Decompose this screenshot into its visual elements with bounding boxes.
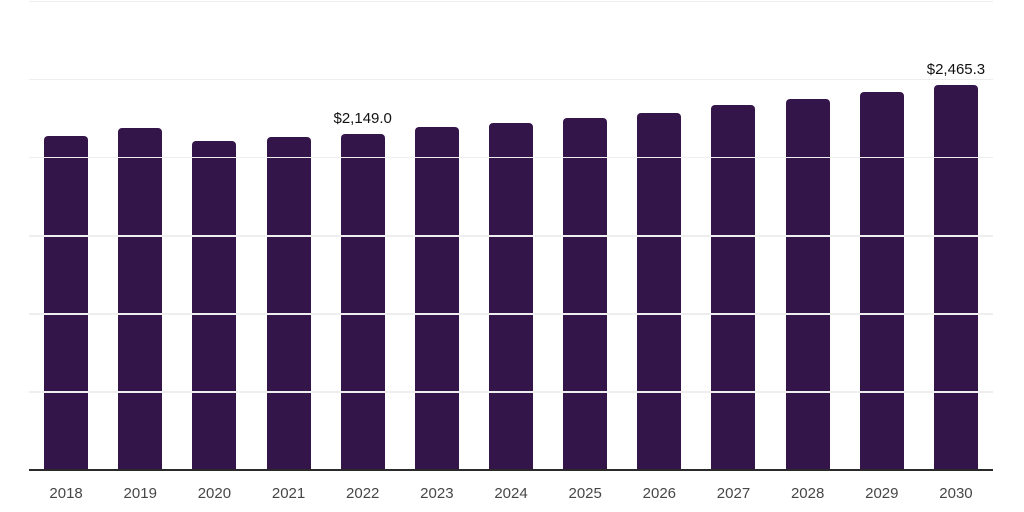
bar-2025 (563, 118, 608, 470)
value-label-2022: $2,149.0 (333, 110, 392, 128)
gridline-1000 (29, 313, 993, 315)
x-tick-2023: 2023 (420, 485, 454, 502)
x-tick-2029: 2029 (865, 485, 899, 502)
gridline-2500 (29, 78, 993, 81)
bar-slot-2023 (400, 1, 474, 470)
bar-slot-2026 (622, 1, 696, 470)
bar-slot-2022: $2,149.0 (326, 1, 400, 470)
x-tick-2022: 2022 (346, 485, 380, 502)
x-tick-2020: 2020 (197, 485, 232, 502)
plot-area: $2,149.0 $2,465.3 (29, 0, 993, 471)
bar-2028 (785, 99, 830, 470)
bar-slot-2025 (548, 1, 622, 470)
bar-slot-2030: $2,465.3 (919, 1, 993, 470)
bar-slot-2029 (845, 1, 919, 470)
value-label-2030: $2,465.3 (926, 60, 986, 78)
x-axis-line (29, 469, 993, 471)
bar-slot-2020 (177, 1, 251, 470)
x-tick-2019: 2019 (123, 485, 157, 502)
bar-2023 (414, 127, 459, 470)
gridline-1500 (29, 235, 993, 237)
gridline-3000 (29, 0, 993, 2)
bar-slot-2021 (251, 1, 325, 470)
bar-2027 (711, 105, 756, 470)
bar-2029 (859, 91, 904, 470)
bar-2019 (118, 127, 163, 470)
bar-2024 (489, 123, 534, 470)
bar-2022 (340, 134, 385, 470)
bar-2030 (933, 84, 978, 470)
x-tick-2028: 2028 (790, 485, 825, 502)
bar-2021 (266, 136, 311, 470)
x-tick-2025: 2025 (568, 485, 602, 502)
x-tick-2027: 2027 (716, 485, 751, 502)
x-tick-2030: 2030 (939, 485, 973, 502)
bar-2018 (44, 136, 89, 470)
bar-slot-2018 (29, 1, 103, 470)
x-axis-tick-labels: 2018 2019 2020 2021 2022 2023 2024 2025 2026 2027… (29, 471, 993, 502)
gridline-500 (29, 391, 993, 393)
bar-series: $2,149.0 $2,465.3 (29, 1, 993, 470)
bar-slot-2019 (103, 1, 177, 470)
bar-2020 (192, 141, 237, 470)
x-tick-2021: 2021 (271, 485, 306, 502)
x-tick-2026: 2026 (642, 485, 677, 502)
bar-slot-2024 (474, 1, 548, 470)
bar-2026 (637, 112, 682, 470)
bar-slot-2027 (696, 1, 770, 470)
gridline-2000 (29, 156, 993, 159)
x-tick-2018: 2018 (49, 485, 83, 502)
x-tick-2024: 2024 (494, 485, 528, 502)
bar-slot-2028 (771, 1, 845, 470)
